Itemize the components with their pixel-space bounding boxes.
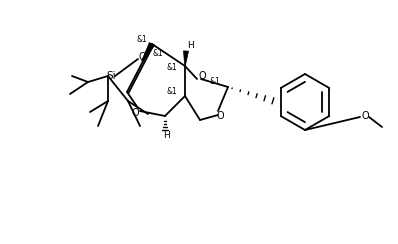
Polygon shape [142, 42, 154, 61]
Text: &1: &1 [167, 63, 178, 72]
Text: O: O [198, 71, 206, 81]
Text: Si: Si [106, 71, 116, 81]
Text: &1: &1 [137, 34, 147, 43]
Text: O: O [131, 108, 139, 118]
Polygon shape [183, 51, 189, 66]
Text: H: H [163, 132, 170, 141]
Text: &1: &1 [210, 78, 220, 87]
Text: O: O [361, 111, 369, 121]
Text: &1: &1 [152, 50, 163, 59]
Text: &1: &1 [167, 87, 178, 95]
Text: H: H [187, 41, 194, 51]
Text: O: O [216, 111, 224, 121]
Text: O: O [138, 52, 146, 62]
